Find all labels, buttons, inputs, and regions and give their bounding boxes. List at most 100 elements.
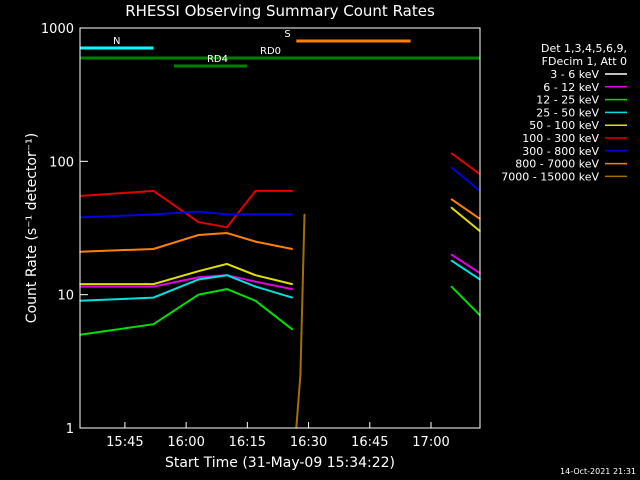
legend-label: 7000 - 15000 keV [501, 170, 599, 183]
series-line [79, 210, 293, 219]
series-point [254, 306, 257, 309]
series-point [291, 283, 294, 285]
series-point [152, 213, 155, 216]
series-point [197, 299, 200, 302]
y-tick-label: 1 [66, 422, 74, 437]
series-line [79, 274, 293, 302]
y-tick-label: 1000 [41, 22, 74, 37]
x-tick-label: 15:45 [106, 435, 143, 450]
timestamp: 14-Oct-2021 21:31 [560, 467, 636, 476]
x-axis-label: Start Time (31-May-09 15:34:22) [165, 455, 395, 471]
series-point [254, 240, 257, 243]
series-line [79, 189, 293, 229]
series-point [291, 288, 294, 290]
legend-label: 50 - 100 keV [529, 119, 599, 132]
series-point [197, 221, 200, 223]
series-point [291, 248, 294, 250]
legend-header: FDecim 1, Att 0 [542, 55, 627, 68]
series-line [79, 290, 293, 326]
series-point [450, 285, 453, 288]
plot-frame [79, 27, 481, 429]
series-point [197, 278, 200, 281]
series-line [450, 285, 481, 317]
series-point [291, 213, 294, 216]
series-point [226, 263, 228, 265]
series-point [291, 190, 294, 192]
series-point [152, 285, 155, 288]
series-point [226, 291, 228, 293]
series-point [254, 299, 257, 302]
series-line [450, 152, 481, 176]
series-line [450, 283, 481, 305]
series-line [450, 259, 481, 281]
series-point [226, 213, 228, 216]
series-line [79, 231, 293, 253]
series-point [152, 283, 155, 285]
series-point [197, 270, 200, 272]
legend-label: 100 - 300 keV [522, 132, 599, 145]
series-point [291, 328, 294, 331]
series-point [152, 323, 155, 326]
series-point [450, 166, 453, 169]
legend-label: 12 - 25 keV [536, 94, 599, 107]
plot-area: N RD0 RD4 S [79, 29, 481, 429]
marker-label: N [113, 36, 120, 47]
y-axis: 1 10 100 1000 [41, 22, 88, 437]
series-point [197, 234, 200, 236]
series-point [291, 323, 294, 326]
series-point [226, 226, 228, 229]
legend-header: Det 1,3,4,5,6,9, [541, 42, 627, 55]
series-point [450, 152, 453, 155]
series-point [299, 374, 302, 376]
series-point [254, 285, 257, 288]
chart-title: RHESSI Observing Summary Count Rates [125, 2, 435, 20]
y-axis-label: Count Rate (s⁻¹ detector⁻¹) [24, 133, 40, 323]
series-point [226, 288, 228, 290]
y-tick-label: 10 [57, 289, 74, 304]
series-line [80, 274, 293, 291]
series-point [450, 259, 453, 262]
series-point [254, 213, 257, 216]
series-point [450, 283, 453, 285]
series-point [254, 280, 257, 283]
legend-label: 6 - 12 keV [543, 81, 599, 94]
series-point [226, 232, 228, 234]
x-tick-label: 16:30 [290, 435, 327, 450]
series-point [197, 210, 200, 213]
legend-label: 300 - 800 keV [522, 145, 599, 158]
x-tick-label: 16:15 [229, 435, 266, 450]
series-line [450, 206, 481, 232]
series-point [197, 293, 200, 296]
series-point [303, 213, 306, 216]
series-line [450, 253, 481, 275]
series-point [152, 190, 155, 192]
series-point [450, 198, 453, 200]
x-tick-label: 16:00 [167, 435, 204, 450]
series-point [254, 274, 257, 276]
marker-label: RD0 [260, 46, 281, 57]
series-line [79, 288, 293, 336]
series-line [450, 166, 481, 192]
series-point [254, 190, 257, 192]
series-point [450, 206, 453, 209]
legend-label: 3 - 6 keV [550, 68, 599, 81]
series-point [450, 253, 453, 256]
series-point [291, 296, 294, 299]
series-layer [79, 152, 481, 429]
series-point [197, 276, 200, 279]
interval-markers: N RD0 RD4 S [80, 29, 480, 68]
x-axis: 15:45 16:00 16:15 16:30 16:45 17:00 [106, 422, 450, 450]
marker-label: S [284, 29, 290, 40]
series-point [152, 248, 155, 250]
series-point [152, 296, 155, 299]
x-tick-label: 16:45 [351, 435, 388, 450]
series-line [450, 198, 481, 220]
marker-label: RD4 [207, 54, 228, 65]
y-tick-label: 100 [49, 155, 74, 170]
legend: Det 1,3,4,5,6,9,FDecim 1, Att 03 - 6 keV… [501, 42, 627, 183]
legend-label: 25 - 50 keV [536, 106, 599, 119]
x-tick-label: 17:00 [412, 435, 449, 450]
legend-label: 800 - 7000 keV [515, 158, 599, 171]
